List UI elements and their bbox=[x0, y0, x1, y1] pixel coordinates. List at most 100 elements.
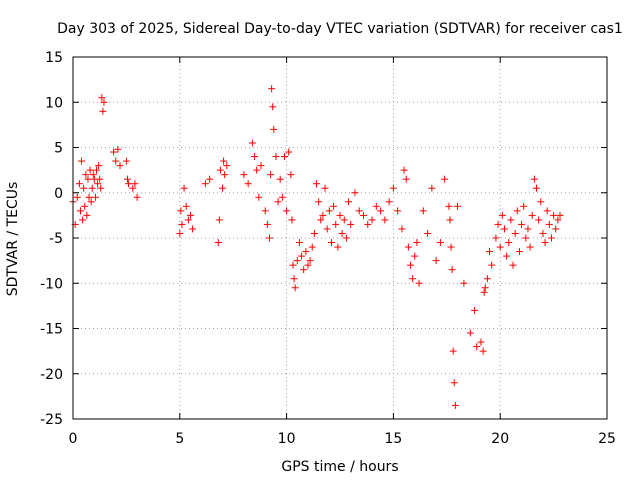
data-point bbox=[372, 202, 380, 210]
x-tick-label: 0 bbox=[69, 431, 78, 447]
data-point bbox=[492, 234, 500, 242]
data-point bbox=[394, 207, 402, 215]
data-point bbox=[336, 211, 344, 219]
data-point bbox=[441, 175, 449, 183]
data-point bbox=[274, 198, 282, 206]
data-point bbox=[223, 162, 231, 170]
data-point bbox=[556, 211, 564, 219]
data-point bbox=[377, 207, 385, 215]
data-point bbox=[89, 171, 97, 179]
data-point bbox=[368, 216, 376, 224]
data-point bbox=[216, 166, 224, 174]
y-tick-label: -15 bbox=[40, 322, 63, 338]
data-point bbox=[406, 261, 414, 269]
data-point bbox=[87, 198, 95, 206]
data-point bbox=[345, 198, 353, 206]
data-point bbox=[460, 279, 468, 287]
data-point bbox=[481, 284, 489, 292]
data-point bbox=[122, 157, 130, 165]
data-point bbox=[528, 211, 536, 219]
data-point bbox=[537, 198, 545, 206]
data-point bbox=[552, 225, 560, 233]
data-point bbox=[415, 279, 423, 287]
data-point bbox=[446, 216, 454, 224]
data-point bbox=[248, 139, 256, 147]
x-tick-label: 20 bbox=[491, 431, 509, 447]
data-point bbox=[189, 225, 197, 233]
data-point bbox=[261, 207, 269, 215]
data-point bbox=[473, 343, 481, 351]
data-point bbox=[509, 261, 517, 269]
data-point bbox=[82, 171, 90, 179]
data-point bbox=[554, 216, 562, 224]
data-point bbox=[110, 148, 118, 156]
data-point bbox=[466, 329, 474, 337]
data-point bbox=[280, 153, 288, 161]
data-point bbox=[73, 193, 81, 201]
data-point bbox=[541, 239, 549, 247]
data-point bbox=[80, 184, 88, 192]
data-point bbox=[221, 171, 229, 179]
data-point bbox=[524, 225, 532, 233]
data-point bbox=[409, 275, 417, 283]
y-tick-label: -25 bbox=[40, 412, 63, 428]
data-point bbox=[411, 252, 419, 260]
data-point bbox=[327, 239, 335, 247]
data-point bbox=[486, 248, 494, 256]
chart-title: Day 303 of 2025, Sidereal Day-to-day VTE… bbox=[57, 21, 623, 37]
data-point bbox=[477, 338, 485, 346]
data-point bbox=[206, 175, 214, 183]
data-point bbox=[75, 180, 83, 188]
data-point bbox=[522, 234, 530, 242]
data-point bbox=[201, 180, 209, 188]
data-point bbox=[515, 248, 523, 256]
data-point bbox=[267, 171, 275, 179]
data-point bbox=[98, 94, 106, 102]
data-point bbox=[402, 175, 410, 183]
data-point bbox=[317, 216, 325, 224]
grid-layer bbox=[73, 57, 607, 419]
data-point bbox=[483, 275, 491, 283]
data-point bbox=[419, 207, 427, 215]
data-point bbox=[351, 189, 359, 197]
data-point bbox=[244, 180, 252, 188]
data-point bbox=[530, 175, 538, 183]
data-point bbox=[116, 162, 124, 170]
points-layer bbox=[69, 85, 564, 409]
y-tick-label: 5 bbox=[54, 141, 63, 157]
y-tick-label: -5 bbox=[49, 231, 63, 247]
data-point bbox=[471, 306, 479, 314]
data-point bbox=[332, 220, 340, 228]
data-point bbox=[125, 180, 133, 188]
data-point bbox=[364, 220, 372, 228]
data-point bbox=[334, 243, 342, 251]
data-point bbox=[99, 107, 107, 115]
data-point bbox=[547, 234, 555, 242]
data-point bbox=[306, 257, 314, 265]
data-point bbox=[240, 171, 248, 179]
data-point bbox=[133, 193, 141, 201]
data-point bbox=[310, 229, 318, 237]
data-point bbox=[480, 288, 488, 296]
data-point bbox=[253, 166, 261, 174]
data-point bbox=[398, 225, 406, 233]
data-point bbox=[496, 243, 504, 251]
data-point bbox=[94, 180, 102, 188]
data-point bbox=[176, 229, 184, 237]
data-point bbox=[257, 162, 265, 170]
data-point bbox=[272, 153, 280, 161]
data-point bbox=[533, 184, 541, 192]
data-point bbox=[539, 229, 547, 237]
data-point bbox=[535, 216, 543, 224]
ticks-layer: 0 5 10 15 20 25 15 10 5 0 -5 -10 -15 -20 -25 bbox=[40, 50, 616, 447]
data-point bbox=[304, 261, 312, 269]
data-point bbox=[359, 211, 367, 219]
data-point bbox=[91, 193, 99, 201]
data-point bbox=[219, 184, 227, 192]
data-point bbox=[289, 261, 297, 269]
data-point bbox=[84, 175, 92, 183]
data-point bbox=[313, 180, 321, 188]
x-tick-label: 15 bbox=[384, 431, 402, 447]
x-tick-label: 25 bbox=[598, 431, 616, 447]
